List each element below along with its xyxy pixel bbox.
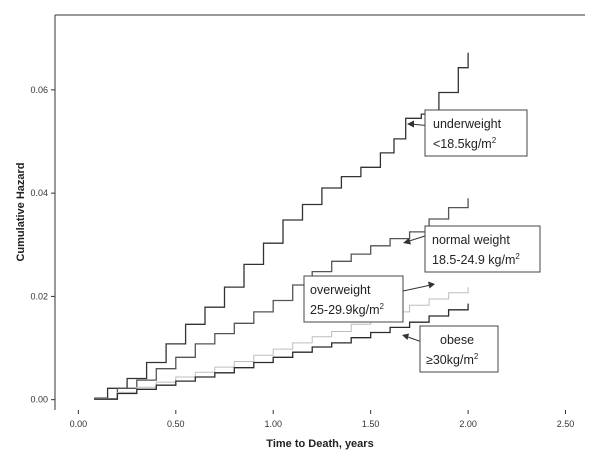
annotation-line-2: ≥30kg/m2: [426, 352, 479, 367]
y-axis-title: Cumulative Hazard: [15, 162, 27, 261]
annotation-arrows: [402, 120, 435, 343]
annotation-superscript: 2: [492, 136, 497, 145]
annotation-underweight: underweight <18.5kg/m2: [424, 109, 528, 157]
annotation-text: 18.5-24.9 kg/m: [432, 253, 515, 267]
x-tick-label: 0.00: [70, 419, 88, 429]
x-tick-label: 2.00: [459, 419, 477, 429]
annotation-line-1: overweight: [310, 283, 371, 297]
series-line-1: [94, 198, 469, 400]
annotation-superscript: 2: [474, 352, 479, 361]
arrow-head-normal-weight: [403, 238, 411, 245]
annotation-line-1: obese: [440, 333, 474, 347]
annotation-line-1: underweight: [433, 117, 502, 131]
arrow-head-overweight: [428, 281, 435, 289]
annotation-text: ≥30kg/m: [426, 353, 474, 367]
y-tick-label: 0.00: [30, 395, 48, 405]
annotation-box: [424, 225, 541, 273]
annotation-superscript: 2: [515, 252, 520, 261]
annotation-text: 25-29.9kg/m: [310, 303, 379, 317]
x-axis-ticks: 0.00 0.50 1.00 1.50 2.00 2.50: [70, 410, 575, 429]
y-tick-label: 0.02: [30, 291, 48, 301]
annotation-obese: obese ≥30kg/m2: [419, 325, 499, 373]
annotation-box: [419, 325, 499, 373]
annotation-superscript: 2: [379, 302, 384, 311]
y-tick-label: 0.06: [30, 85, 48, 95]
y-axis-ticks: 0.00 0.02 0.04 0.06: [30, 85, 55, 405]
x-tick-label: 1.50: [362, 419, 380, 429]
y-tick-label: 0.04: [30, 188, 48, 198]
annotation-line-2: 18.5-24.9 kg/m2: [432, 252, 520, 267]
series-line-3: [94, 303, 469, 400]
x-axis-title: Time to Death, years: [266, 438, 373, 450]
annotation-overweight: overweight 25-29.9kg/m2: [303, 275, 404, 323]
annotation-text: <18.5kg/m: [433, 137, 492, 151]
x-tick-label: 0.50: [167, 419, 185, 429]
x-tick-label: 2.50: [557, 419, 575, 429]
annotation-line-2: <18.5kg/m2: [433, 136, 497, 151]
arrow-head-underweight: [407, 120, 414, 128]
annotation-line-1: normal weight: [432, 233, 510, 247]
annotation-line-2: 25-29.9kg/m2: [310, 302, 384, 317]
annotation-normal-weight: normal weight 18.5-24.9 kg/m2: [424, 225, 541, 273]
series-line-2: [94, 287, 469, 400]
series-line-0: [94, 52, 469, 399]
arrow-overweight: [402, 284, 432, 292]
arrow-head-obese: [402, 333, 409, 340]
series-group: [94, 52, 469, 400]
annotation-box: [303, 275, 404, 323]
x-tick-label: 1.00: [264, 419, 282, 429]
annotation-box: [424, 109, 528, 157]
